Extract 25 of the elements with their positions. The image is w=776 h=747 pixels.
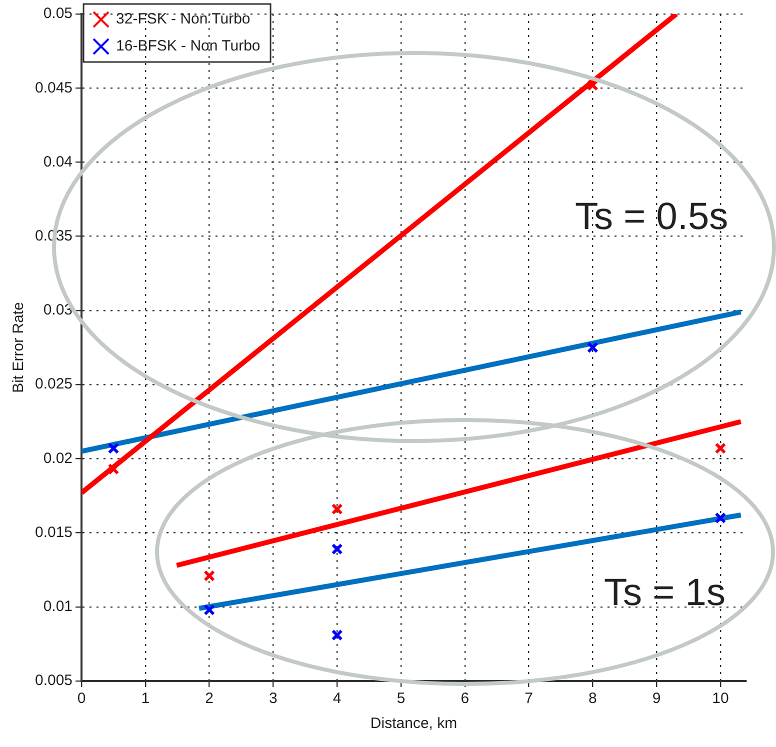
legend-label: 32-FSK - Non Turbo [116, 10, 250, 28]
annotation: Ts = 0.5s [575, 196, 728, 238]
x-tick-label: 5 [396, 690, 406, 708]
x-tick-label: 8 [588, 690, 597, 708]
y-axis-title: Bit Error Rate [10, 302, 28, 393]
x-tick-label: 4 [332, 690, 342, 708]
legend-label: 16-BFSK - Non Turbo [116, 38, 260, 55]
x-tick-label: 7 [524, 690, 533, 708]
x-tick-label: 9 [652, 690, 661, 708]
x-axis-title: Distance, km [370, 715, 458, 732]
annotation: Ts = 1s [604, 572, 726, 614]
x-tick-label: 10 [712, 690, 729, 708]
y-tick-label: 0.04 [43, 153, 73, 170]
x-tick-label: 6 [460, 690, 470, 708]
x-tick-label: 3 [269, 690, 278, 708]
x-tick-label: 0 [77, 690, 86, 708]
x-tick-label: 2 [205, 690, 214, 708]
y-tick-label: 0.01 [43, 598, 73, 616]
y-tick-label: 0.025 [34, 376, 73, 393]
y-tick-label: 0.015 [34, 524, 73, 541]
y-tick-label: 0.005 [34, 672, 73, 690]
y-tick-label: 0.045 [34, 79, 73, 96]
x-tick-label: 1 [141, 690, 150, 708]
y-tick-label: 0.05 [43, 5, 73, 22]
y-tick-label: 0.02 [43, 450, 73, 467]
